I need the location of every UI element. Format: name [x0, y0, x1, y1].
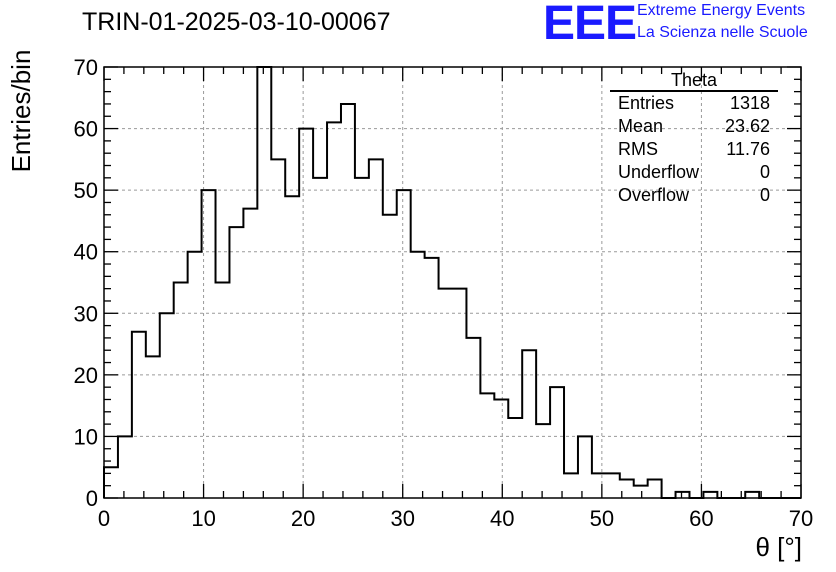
x-tick-label: 0 — [98, 506, 110, 531]
stats-label: Underflow — [618, 162, 700, 182]
y-tick-label: 10 — [74, 424, 98, 449]
stats-label: Overflow — [618, 185, 690, 205]
axis-ticks — [103, 66, 802, 499]
stats-title: Theta — [610, 70, 778, 92]
stats-value: 0 — [759, 162, 770, 182]
x-tick-label: 10 — [191, 506, 215, 531]
y-tick-label: 40 — [74, 240, 98, 265]
y-tick-label: 30 — [74, 301, 98, 326]
stats-row: RMS 11.76 — [610, 138, 778, 161]
stats-label: Mean — [618, 116, 664, 136]
x-tick-label: 30 — [390, 506, 414, 531]
y-tick-label: 70 — [74, 55, 98, 80]
stats-box: Theta Entries 1318 Mean 23.62 RMS 11.76 … — [610, 70, 778, 207]
stats-row: Entries 1318 — [610, 92, 778, 115]
x-tick-label: 70 — [789, 506, 813, 531]
stats-value: 23.62 — [724, 116, 770, 136]
y-tick-label: 60 — [74, 117, 98, 142]
x-tick-label: 50 — [590, 506, 614, 531]
x-axis-label: θ [°] — [755, 532, 802, 562]
eee-logo: EEE — [543, 0, 637, 50]
stats-label: RMS — [618, 139, 658, 159]
y-axis-label: Entries/bin — [6, 49, 36, 173]
x-tick-label: 60 — [689, 506, 713, 531]
stats-row: Overflow 0 — [610, 184, 778, 207]
stats-value: 0 — [759, 185, 770, 205]
logo-subtitle-line1: Extreme Energy Events — [637, 2, 806, 19]
stats-value: 11.76 — [726, 139, 770, 159]
y-tick-label: 0 — [86, 486, 98, 511]
run-title: TRIN-01-2025-03-10-00067 — [82, 8, 391, 36]
stats-label: Entries — [618, 93, 675, 113]
x-tick-label: 20 — [291, 506, 315, 531]
stats-value: 1318 — [729, 93, 770, 113]
stats-row: Mean 23.62 — [610, 115, 778, 138]
y-tick-label: 20 — [74, 363, 98, 388]
y-tick-label: 50 — [74, 178, 98, 203]
grid-lines — [104, 67, 801, 498]
logo-subtitle-line2: La Scienza nelle Scuole — [637, 24, 808, 41]
x-tick-label: 40 — [490, 506, 514, 531]
stats-row: Underflow 0 — [610, 161, 778, 184]
plot-frame — [103, 66, 802, 499]
axis-tick-labels: 0 10 20 30 40 50 60 70 0 10 20 30 40 50 60 70 — [74, 55, 814, 531]
